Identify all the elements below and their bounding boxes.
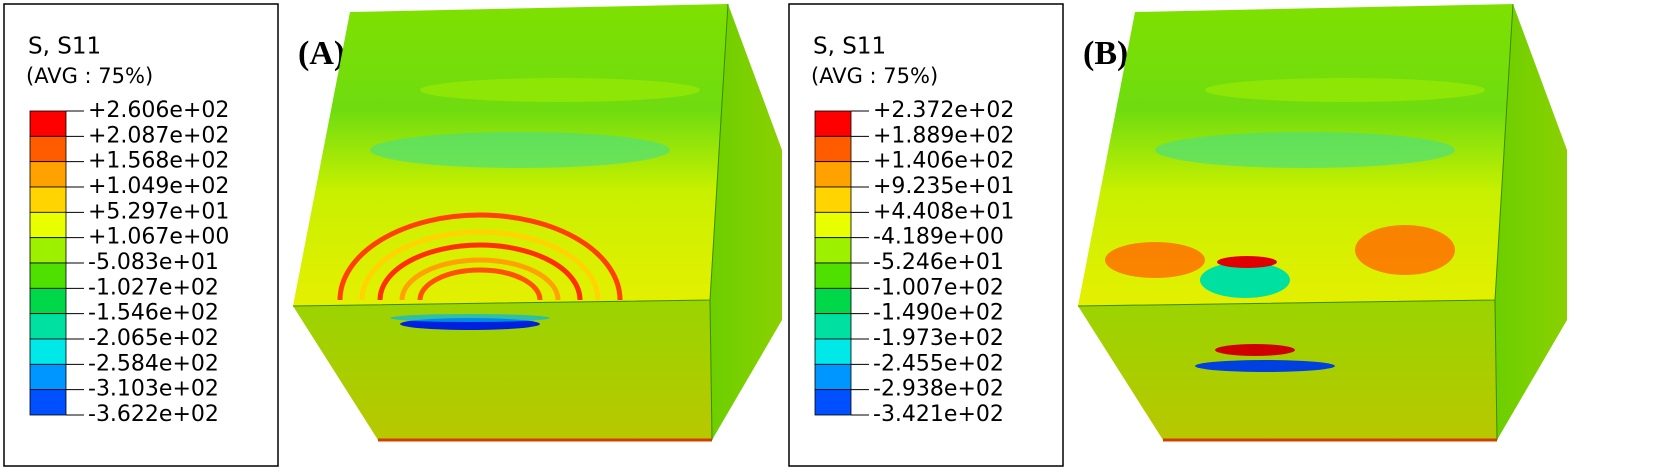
color-band: [814, 186, 852, 213]
color-band: [29, 262, 67, 289]
legend-title: S, S11: [813, 34, 886, 60]
legend-value: -2.455e+02: [873, 351, 1004, 376]
contour-band: [1215, 344, 1295, 356]
legend-value: +4.408e+01: [873, 199, 1014, 224]
legend-subtitle: (AVG : 75%): [26, 64, 153, 88]
legend-value: -1.546e+02: [88, 301, 219, 326]
color-band: [814, 389, 852, 416]
color-band: [814, 161, 852, 188]
color-band: [29, 287, 67, 315]
legend-value: +1.568e+02: [88, 149, 229, 174]
legend-value: -3.103e+02: [88, 377, 219, 402]
color-band: [814, 262, 852, 289]
legend-value: -2.584e+02: [88, 351, 219, 376]
cube-front-face: [293, 300, 712, 440]
legend-value: -5.083e+01: [88, 250, 219, 275]
color-band: [29, 186, 67, 213]
color-band: [29, 110, 67, 137]
panel: S, S11(AVG : 75%)+2.606e+02+2.087e+02+1.…: [3, 3, 782, 467]
cube-right-face: [1495, 4, 1567, 440]
color-band: [814, 237, 852, 264]
color-band: [814, 135, 852, 163]
contour-arc: [377, 242, 583, 301]
cube-right-face: [710, 4, 782, 440]
contour-arc: [399, 257, 561, 301]
color-band: [29, 237, 67, 264]
contour-arc: [359, 229, 601, 301]
legend-value: +1.406e+02: [873, 149, 1014, 174]
panel-label: (A): [298, 35, 345, 72]
color-band: [814, 287, 852, 315]
contour-band: [370, 132, 670, 168]
legend-value: +2.087e+02: [88, 123, 229, 148]
contour-band: [1200, 262, 1290, 298]
legend-value: +2.606e+02: [88, 98, 229, 123]
legend-value: +9.235e+01: [873, 174, 1014, 199]
contour-arc: [417, 267, 543, 301]
contour-band: [420, 78, 700, 102]
color-band: [814, 211, 852, 239]
legend-value: -1.490e+02: [873, 301, 1004, 326]
legend-value: -2.065e+02: [88, 326, 219, 351]
color-band: [29, 161, 67, 188]
contour-band: [1195, 360, 1335, 372]
contour-band: [390, 314, 550, 322]
legend-value: +5.297e+01: [88, 199, 229, 224]
color-band: [814, 363, 852, 391]
color-band: [814, 313, 852, 340]
panel: S, S11 (AVG : 75%) +2.372e+02+1.889e+02+1.…: [788, 3, 1567, 467]
legend-subtitle: (AVG : 75%): [811, 64, 938, 88]
legend-value: -1.027e+02: [88, 275, 219, 300]
legend-value: -3.622e+02: [88, 402, 219, 427]
legend-value: -2.938e+02: [873, 377, 1004, 402]
legend-value: -5.246e+01: [873, 250, 1004, 275]
color-band: [29, 211, 67, 239]
color-band: [814, 338, 852, 365]
contour-band: [1355, 225, 1455, 275]
contour-band: [1155, 132, 1455, 168]
legend-value: -3.421e+02: [873, 402, 1004, 427]
color-band: [29, 135, 67, 163]
panel-label: (B): [1083, 35, 1128, 72]
legend-value: -1.007e+02: [873, 275, 1004, 300]
cube-edge: [1494, 299, 1498, 441]
contour-band: [1105, 242, 1205, 278]
color-band: [29, 313, 67, 340]
color-band: [29, 338, 67, 365]
color-band: [29, 389, 67, 416]
legend-value: -1.973e+02: [873, 326, 1004, 351]
color-band: [29, 363, 67, 391]
legend-value: +1.889e+02: [873, 123, 1014, 148]
contour-arc: [337, 212, 623, 301]
legend-value: +1.049e+02: [88, 174, 229, 199]
contour-band: [1217, 256, 1277, 268]
legend-value: +1.067e+00: [88, 225, 229, 250]
cube-edge: [709, 299, 713, 441]
legend-value: +2.372e+02: [873, 98, 1014, 123]
color-band: [814, 110, 852, 137]
legend-title: S, S11: [28, 34, 101, 60]
legend-value: -4.189e+00: [873, 225, 1004, 250]
contour-band: [1205, 78, 1485, 102]
